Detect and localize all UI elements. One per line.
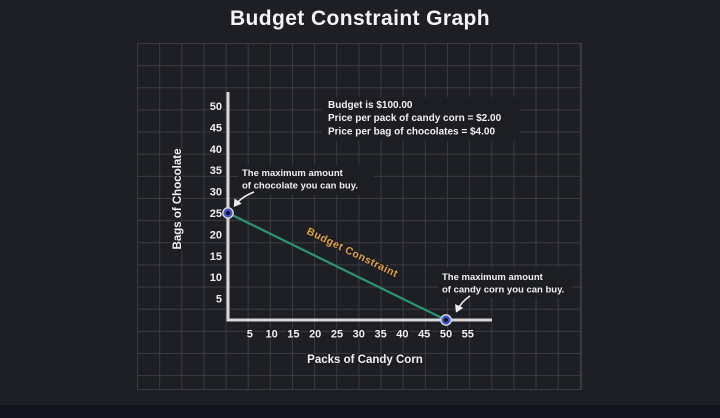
annotation-arrow-icon xyxy=(233,191,255,208)
annotation-text-line: of candy corn you can buy. xyxy=(442,284,564,295)
y-tick-label: 30 xyxy=(210,187,222,199)
y-tick-label: 25 xyxy=(210,208,222,220)
data-point-core xyxy=(443,317,449,323)
x-tick-label: 55 xyxy=(462,329,474,341)
budget-info-line: Price per pack of candy corn = $2.00 xyxy=(328,113,502,124)
y-tick-label: 50 xyxy=(210,101,222,113)
annotation-text-line: The maximum amount xyxy=(442,272,544,283)
y-tick-label: 10 xyxy=(210,272,222,284)
data-point-core xyxy=(225,210,231,216)
y-tick-label: 35 xyxy=(210,165,222,177)
y-tick-label: 15 xyxy=(210,251,222,263)
x-tick-label: 50 xyxy=(440,329,452,341)
x-tick-label: 35 xyxy=(374,329,386,341)
x-tick-label: 40 xyxy=(396,329,408,341)
x-tick-label: 15 xyxy=(287,329,299,341)
budget-constraint-line xyxy=(227,212,447,321)
bottom-bar xyxy=(0,405,720,418)
annotation-text-line: The maximum amount xyxy=(242,168,344,179)
annotation-text-line: of chocolate you can buy. xyxy=(242,180,358,191)
x-tick-label: 20 xyxy=(309,329,321,341)
y-tick-label: 5 xyxy=(216,294,222,306)
page-title: Budget Constraint Graph xyxy=(229,7,491,30)
annotation-arrow-icon xyxy=(455,295,471,313)
x-tick-label: 10 xyxy=(265,329,277,341)
x-tick-label: 45 xyxy=(418,329,430,341)
chocolate-note-backdrop xyxy=(238,165,374,195)
y-tick-label: 40 xyxy=(210,144,222,156)
x-tick-label: 30 xyxy=(353,329,365,341)
y-tick-label: 20 xyxy=(210,229,222,241)
budget-info-line: Price per bag of chocolates = $4.00 xyxy=(328,126,495,137)
budget-constraint-label: Budget Constraint xyxy=(305,225,400,280)
x-tick-label: 25 xyxy=(331,329,343,341)
budget-info-line: Budget is $100.00 xyxy=(328,100,413,111)
y-tick-label: 45 xyxy=(210,122,222,134)
y-axis-title: Bags of Chocolate xyxy=(172,149,184,250)
info-text-backdrop xyxy=(322,97,520,141)
x-axis-title: Packs of Candy Corn xyxy=(307,354,423,366)
candycorn-note-backdrop xyxy=(438,268,572,298)
x-tick-label: 5 xyxy=(247,329,253,341)
